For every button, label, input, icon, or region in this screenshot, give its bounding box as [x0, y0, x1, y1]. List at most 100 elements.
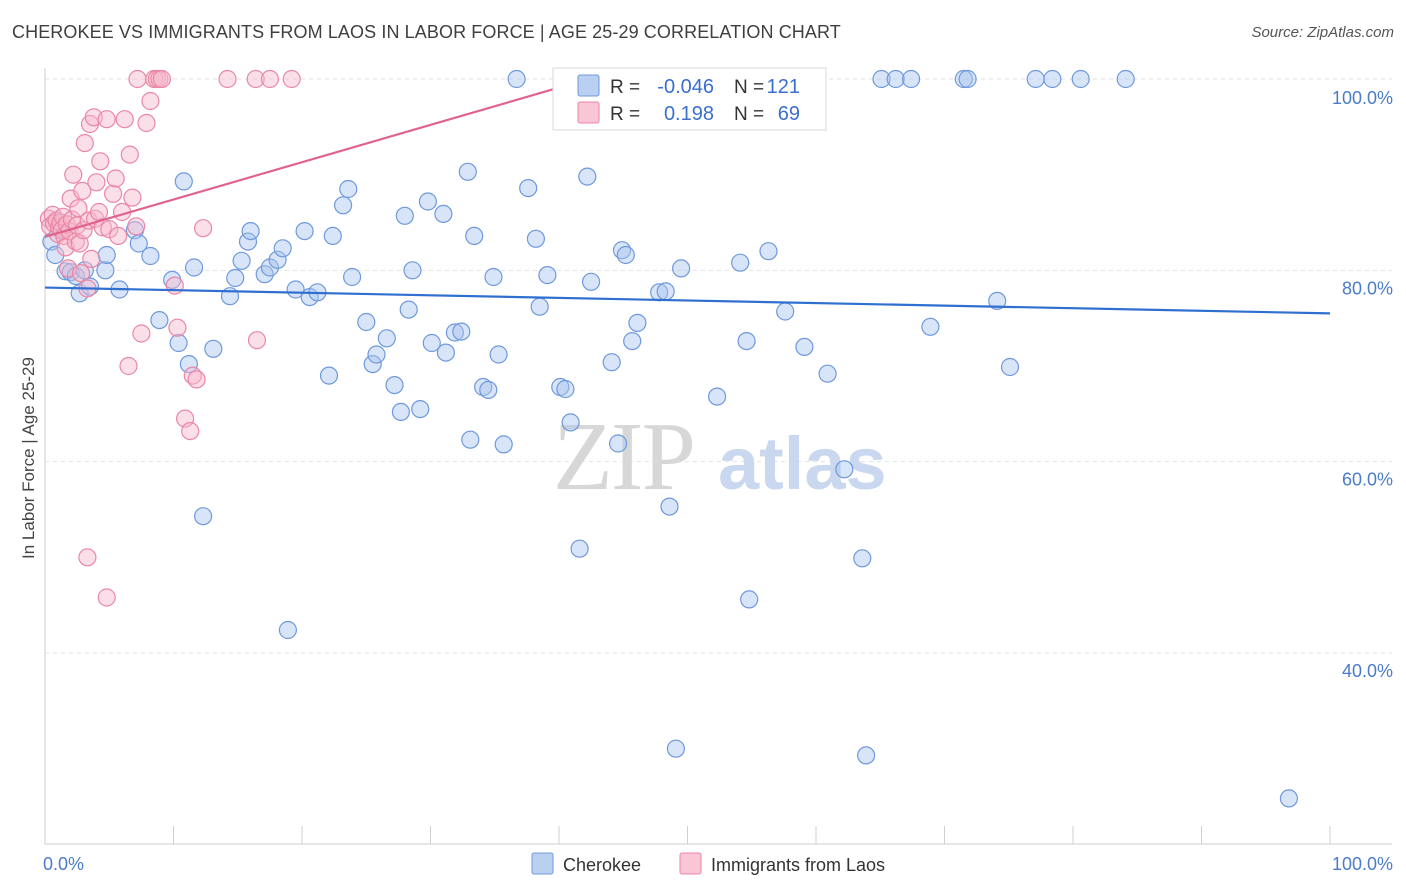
data-point [169, 333, 188, 353]
axes [44, 68, 1392, 845]
trend-lines [44, 84, 1331, 315]
data-point [602, 353, 621, 372]
data-point [954, 69, 973, 89]
watermark-atlas: atlas [718, 422, 887, 505]
data-point [399, 300, 418, 319]
data-point [357, 312, 376, 332]
stats-r-label-laos: R = [610, 104, 640, 125]
data-point [707, 387, 727, 406]
data-point [179, 355, 198, 374]
data-point [608, 434, 628, 453]
data-point [795, 337, 814, 356]
stats-n-label-cherokee: N = [734, 77, 764, 98]
data-point [165, 276, 184, 295]
stats-swatch-cherokee [577, 74, 600, 97]
data-point [103, 184, 123, 203]
data-point [616, 245, 635, 265]
data-point [737, 332, 756, 351]
data-point [461, 430, 480, 449]
data-point [246, 69, 265, 89]
data-point [818, 364, 837, 383]
stats-n-value-cherokee: 121 [767, 76, 800, 98]
data-point [238, 232, 258, 251]
data-point [46, 245, 65, 265]
data-point [127, 217, 146, 236]
stats-n-label-laos: N = [734, 104, 764, 125]
data-point [666, 739, 686, 758]
data-point [89, 202, 109, 222]
data-point [150, 311, 169, 330]
legend-swatch-laos [679, 852, 702, 875]
stats-box: R = -0.046 N = 121 R = 0.198 N = 69 [552, 67, 827, 131]
data-point [921, 317, 940, 336]
data-point [226, 268, 245, 288]
data-point [519, 179, 538, 198]
data-point [260, 258, 279, 277]
data-points [39, 69, 1299, 808]
data-point [458, 162, 477, 181]
data-point [295, 222, 314, 241]
data-point [556, 379, 575, 399]
gridlines [45, 78, 1392, 654]
data-point [434, 204, 453, 223]
x-tick-labels: 0.0% 100.0% [43, 854, 1393, 874]
data-point [204, 339, 223, 358]
legend-label-cherokee: Cherokee [563, 855, 641, 875]
stats-n-value-laos: 69 [778, 103, 800, 125]
data-point [484, 267, 503, 287]
data-point [776, 302, 795, 321]
data-point [494, 435, 513, 454]
data-point [185, 258, 204, 277]
data-point [377, 329, 396, 348]
data-point [168, 318, 187, 337]
data-point [452, 322, 471, 341]
data-point [66, 267, 85, 286]
data-point [241, 222, 260, 241]
data-point [115, 110, 134, 129]
data-point [489, 345, 508, 364]
series-cherokee [42, 69, 1299, 808]
data-point [418, 192, 437, 211]
data-point [82, 249, 101, 268]
stats-swatch-laos [577, 101, 600, 124]
data-point [194, 219, 213, 238]
stats-r-label-cherokee: R = [610, 77, 640, 98]
data-point [268, 250, 287, 269]
data-point [988, 291, 1007, 310]
data-point [538, 266, 557, 285]
data-point [474, 377, 493, 397]
stats-r-value-laos: 0.198 [664, 103, 714, 125]
data-point [181, 422, 200, 441]
data-point [1279, 789, 1299, 808]
data-point [132, 324, 151, 343]
data-point [561, 413, 580, 432]
data-point [507, 69, 526, 89]
legend-label-laos: Immigrants from Laos [711, 855, 885, 875]
data-point [64, 165, 83, 184]
data-point [835, 460, 854, 479]
data-point [97, 245, 116, 265]
data-point [174, 172, 193, 191]
data-point [128, 69, 147, 89]
y-tick-label: 80.0% [1342, 278, 1393, 298]
data-point [872, 69, 891, 89]
data-point [731, 253, 750, 272]
x-tick-label-min: 0.0% [43, 854, 84, 874]
data-point [465, 226, 484, 245]
data-point [339, 179, 358, 199]
data-point [106, 169, 125, 188]
data-point [91, 152, 110, 171]
data-point [570, 539, 589, 558]
y-tick-label: 40.0% [1342, 661, 1393, 681]
data-point [109, 226, 128, 245]
data-point [273, 239, 292, 258]
stats-r-value-cherokee: -0.046 [657, 76, 714, 98]
data-point [578, 167, 597, 186]
data-point [218, 69, 237, 89]
series-laos [39, 69, 301, 607]
data-point [759, 242, 778, 261]
data-point [411, 400, 430, 419]
data-point [282, 69, 301, 89]
legend: Cherokee Immigrants from Laos [531, 852, 885, 875]
data-point [1000, 357, 1020, 377]
